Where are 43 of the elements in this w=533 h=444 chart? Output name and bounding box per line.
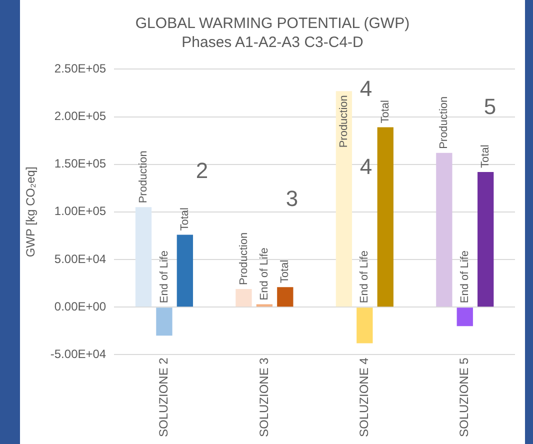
y-axis-title: GWP [kg CO₂eq] bbox=[24, 166, 38, 258]
text: Total bbox=[480, 144, 492, 168]
y-tick-label: 0.00E+00 bbox=[54, 299, 106, 314]
x-tick-label: SOLUZIONE 2 bbox=[156, 357, 171, 438]
x-tick-label: SOLUZIONE 5 bbox=[457, 357, 472, 438]
bar bbox=[336, 91, 352, 307]
bar bbox=[277, 287, 294, 307]
chart-title: GLOBAL WARMING POTENTIAL (GWP) bbox=[134, 14, 411, 33]
annotation: 3 bbox=[286, 186, 298, 212]
text: End of Life bbox=[458, 250, 471, 304]
bar bbox=[156, 308, 172, 336]
y-tick-label: 5.00E+04 bbox=[54, 252, 106, 266]
bar bbox=[236, 288, 252, 307]
y-tick-label: 1.50E+05 bbox=[54, 156, 106, 171]
x-tick-label: SOLUZIONE 3 bbox=[256, 357, 271, 438]
text: End of Life bbox=[358, 250, 371, 304]
text: Total bbox=[178, 208, 191, 231]
bar bbox=[478, 172, 494, 307]
bar bbox=[456, 308, 473, 326]
bar bbox=[436, 152, 452, 307]
annotation: 4 bbox=[360, 76, 372, 102]
annotation: 5 bbox=[484, 94, 496, 120]
chart-subtitle: Phases A1-A2-A3 C3-C4-D bbox=[180, 33, 364, 52]
text: Total bbox=[279, 260, 292, 284]
annotation: 2 bbox=[196, 158, 208, 184]
bar bbox=[356, 308, 373, 344]
y-tick-label: -5.00E+04 bbox=[50, 346, 106, 361]
annotation: 4 bbox=[360, 154, 372, 180]
y-tick-label: 2.50E+05 bbox=[54, 62, 106, 76]
text: End of Life bbox=[158, 250, 170, 304]
bar bbox=[256, 304, 273, 307]
text: End of Life bbox=[258, 248, 270, 300]
x-tick-label: SOLUZIONE 4 bbox=[356, 357, 371, 438]
bar bbox=[135, 207, 152, 307]
y-tick-label: 1.00E+05 bbox=[54, 204, 106, 218]
text: Production bbox=[438, 96, 450, 149]
text: Production bbox=[238, 232, 250, 285]
text: Total bbox=[379, 100, 392, 124]
text: Production bbox=[138, 150, 150, 204]
series-label: Production bbox=[338, 95, 350, 148]
y-tick-label: 2.00E+05 bbox=[54, 109, 106, 124]
bar bbox=[377, 127, 394, 307]
bar bbox=[176, 234, 194, 307]
